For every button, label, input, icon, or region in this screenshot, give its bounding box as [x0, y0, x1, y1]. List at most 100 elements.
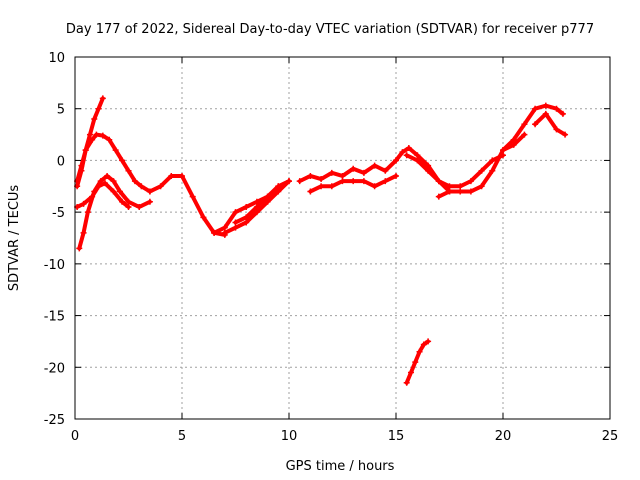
- x-axis-label: GPS time / hours: [286, 459, 395, 474]
- data-point: [116, 188, 123, 195]
- y-tick-label: 10: [48, 51, 65, 66]
- data-point: [328, 183, 335, 190]
- data-point: [286, 178, 292, 185]
- series-track-m: [435, 131, 528, 200]
- series-line: [297, 158, 398, 184]
- data-point: [562, 131, 569, 138]
- data-point: [350, 178, 357, 185]
- x-tick-label: 0: [71, 429, 79, 444]
- data-point: [125, 203, 132, 210]
- data-point: [510, 136, 517, 143]
- data-point: [232, 219, 239, 226]
- data-point: [435, 193, 442, 200]
- data-point: [382, 167, 389, 174]
- data-point: [435, 178, 442, 185]
- series-track-o: [532, 110, 569, 138]
- chart-title: Day 177 of 2022, Sidereal Day-to-day VTE…: [66, 22, 594, 37]
- data-point: [412, 359, 419, 366]
- data-point: [318, 176, 325, 183]
- data-point: [318, 183, 325, 190]
- data-point: [532, 121, 539, 128]
- y-tick-label: -5: [52, 206, 65, 221]
- y-tick-label: -10: [44, 258, 65, 273]
- data-point: [414, 157, 421, 164]
- data-point: [559, 110, 566, 117]
- series-track-d: [74, 180, 132, 210]
- series-track-h: [232, 183, 282, 226]
- data-point: [243, 219, 250, 226]
- data-point: [80, 229, 87, 236]
- data-point: [119, 198, 126, 205]
- grid-lines: [75, 57, 610, 419]
- data-point: [179, 172, 185, 179]
- data-point: [542, 110, 549, 117]
- data-point: [99, 132, 106, 139]
- data-point: [403, 152, 410, 159]
- data-point: [119, 157, 126, 164]
- data-point: [211, 229, 218, 236]
- data-point: [136, 203, 143, 210]
- data-point: [382, 178, 389, 185]
- data-point: [360, 178, 367, 185]
- data-point: [393, 172, 399, 179]
- data-point: [125, 167, 132, 174]
- data-point: [168, 172, 175, 179]
- data-point: [307, 172, 314, 179]
- data-point: [95, 183, 102, 190]
- data-point: [84, 209, 91, 216]
- x-tick-label: 5: [178, 429, 186, 444]
- data-point: [275, 183, 282, 190]
- y-tick-label: -15: [44, 310, 65, 325]
- data-point: [521, 131, 528, 138]
- data-point: [82, 147, 89, 154]
- series-line: [404, 153, 505, 189]
- data-point: [416, 348, 423, 355]
- series-track-p: [403, 338, 432, 386]
- data-point: [101, 180, 108, 187]
- data-point: [146, 198, 153, 205]
- data-point: [138, 183, 145, 190]
- data-point: [414, 152, 421, 159]
- data-point: [478, 167, 485, 174]
- data-point: [350, 165, 357, 172]
- data-point: [146, 188, 153, 195]
- data-point: [232, 209, 239, 216]
- data-point: [112, 147, 119, 154]
- series-track-n: [500, 102, 566, 154]
- data-point: [296, 178, 303, 185]
- series-track-l: [403, 152, 506, 190]
- data-point: [157, 183, 164, 190]
- data-point: [457, 183, 464, 190]
- data-point: [189, 193, 196, 200]
- data-points: [74, 95, 569, 386]
- y-axis-label: SDTVAR / TECUs: [7, 185, 22, 292]
- data-point: [89, 136, 96, 143]
- data-point: [371, 183, 378, 190]
- data-point: [243, 203, 250, 210]
- data-point: [467, 178, 474, 185]
- data-point: [106, 136, 113, 143]
- data-point: [125, 198, 132, 205]
- y-tick-label: 5: [57, 103, 65, 118]
- series-line: [75, 181, 131, 209]
- data-point: [99, 95, 106, 102]
- data-point: [110, 188, 117, 195]
- data-point: [95, 105, 102, 112]
- data-point: [403, 379, 410, 386]
- data-point: [420, 341, 427, 348]
- data-point: [407, 369, 414, 376]
- series-track-k: [393, 145, 453, 195]
- data-point: [221, 229, 228, 236]
- data-point: [253, 209, 260, 216]
- axis-ticks: 0 5 10 15 20 25 -25 -20 -15 -10 -5 0 5 10: [44, 51, 619, 444]
- y-tick-label: 0: [57, 154, 65, 169]
- data-point: [328, 169, 335, 176]
- data-point: [532, 105, 539, 112]
- data-point: [243, 214, 250, 221]
- plot-frame: [74, 56, 611, 420]
- data-point: [393, 157, 399, 164]
- data-point: [221, 224, 228, 231]
- data-point: [104, 172, 111, 179]
- series-line: [147, 173, 227, 237]
- data-point: [510, 141, 517, 148]
